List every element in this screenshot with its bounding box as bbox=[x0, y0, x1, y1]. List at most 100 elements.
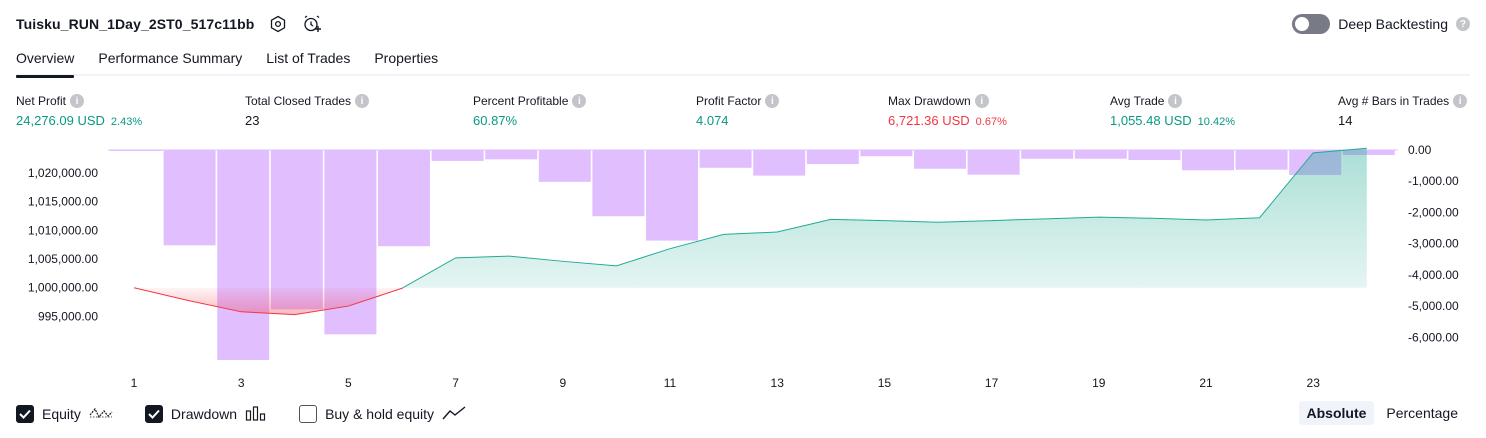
drawdown-bar bbox=[538, 150, 591, 182]
equity-area bbox=[133, 147, 1367, 316]
legend-equity[interactable]: Equity bbox=[16, 405, 113, 424]
drawdown-bar bbox=[753, 150, 806, 176]
deep-backtesting: Deep Backtesting ? bbox=[1292, 12, 1470, 36]
drawdown-bar bbox=[163, 150, 216, 246]
deep-backtesting-label: Deep Backtesting bbox=[1338, 16, 1448, 32]
info-icon[interactable]: i bbox=[1168, 94, 1183, 108]
stat-value: 24,276.09 USD bbox=[16, 113, 105, 128]
drawdown-bar bbox=[1342, 150, 1395, 155]
tab-list-of-trades[interactable]: List of Trades bbox=[266, 50, 351, 66]
stats-bar: Net Profit i 24,276.09 USD 2.43% Total Clo… bbox=[16, 93, 1470, 129]
left-axis-tick: 1,015,000.00 bbox=[28, 195, 98, 209]
drawdown-bar bbox=[1182, 150, 1234, 171]
equity-loss-line bbox=[133, 287, 404, 316]
stat-net-profit: Net Profit i 24,276.09 USD 2.43% bbox=[16, 93, 142, 128]
stat-label: Max Drawdown bbox=[888, 94, 971, 108]
view-mode-toggle: Absolute Percentage bbox=[1298, 401, 1467, 425]
alarm-plus-icon[interactable] bbox=[302, 14, 322, 34]
drawdown-bar bbox=[1074, 150, 1127, 159]
drawdown-bar bbox=[270, 150, 323, 310]
stat-value: 4.074 bbox=[696, 113, 729, 128]
x-axis-tick: 5 bbox=[345, 376, 352, 390]
strategy-name: Tuisku_RUN_1Day_2ST0_517c11bb bbox=[16, 16, 255, 32]
drawdown-bar bbox=[1021, 150, 1074, 159]
left-axis-tick: 1,010,000.00 bbox=[28, 223, 98, 237]
stat-avg-bars: Avg # Bars in Trades i 14 bbox=[1338, 93, 1468, 128]
info-icon[interactable]: i bbox=[355, 94, 370, 108]
right-axis-tick: -3,000.00 bbox=[1408, 237, 1459, 251]
percentage-button[interactable]: Percentage bbox=[1386, 405, 1458, 421]
right-axis-tick: -5,000.00 bbox=[1408, 299, 1459, 313]
drawdown-bar bbox=[806, 150, 859, 165]
x-axis-tick: 11 bbox=[664, 376, 677, 390]
buy-hold-checkbox[interactable] bbox=[299, 405, 318, 423]
info-icon[interactable]: i bbox=[765, 94, 780, 108]
help-icon[interactable]: ? bbox=[1456, 17, 1470, 31]
info-icon[interactable]: i bbox=[70, 94, 85, 108]
drawdown-bar bbox=[1128, 150, 1181, 160]
buy-hold-label: Buy & hold equity bbox=[325, 406, 435, 422]
stat-value: 6,721.36 USD bbox=[888, 113, 970, 128]
drawdown-label: Drawdown bbox=[170, 406, 238, 422]
x-axis: 1 3 5 7 9 11 13 15 17 19 21 23 bbox=[131, 376, 1321, 390]
drawdown-bar bbox=[646, 150, 698, 241]
drawdown-bar bbox=[967, 150, 1020, 175]
equity-checkbox[interactable] bbox=[16, 405, 34, 423]
equity-drawdown-chart[interactable]: 1,020,000.00 1,015,000.00 1,010,000.00 1,00… bbox=[0, 140, 1486, 395]
stat-percent: 0.67% bbox=[975, 116, 1007, 128]
drawdown-bar bbox=[485, 150, 538, 160]
tab-properties[interactable]: Properties bbox=[374, 50, 439, 66]
stat-profit-factor: Profit Factor i 4.074 bbox=[696, 93, 780, 128]
absolute-button[interactable]: Absolute bbox=[1298, 401, 1375, 425]
x-axis-tick: 17 bbox=[985, 376, 999, 390]
x-axis-tick: 23 bbox=[1307, 376, 1321, 390]
equity-label: Equity bbox=[42, 406, 81, 422]
drawdown-bar bbox=[592, 150, 645, 217]
tab-overview[interactable]: Overview bbox=[16, 44, 75, 78]
stat-percent-profitable: Percent Profitable i 60.87% bbox=[473, 93, 587, 128]
drawdown-bar bbox=[378, 150, 430, 247]
tab-performance-summary[interactable]: Performance Summary bbox=[98, 50, 243, 66]
legend-buy-hold[interactable]: Buy & hold equity bbox=[299, 405, 466, 424]
stat-value: 1,055.48 USD bbox=[1110, 113, 1192, 128]
legend-drawdown[interactable]: Drawdown bbox=[144, 405, 267, 424]
drawdown-bar bbox=[699, 150, 752, 168]
x-axis-tick: 21 bbox=[1199, 376, 1213, 390]
right-axis: 0.00 -1,000.00 -2,000.00 -3,000.00 -4,000.00… bbox=[1408, 143, 1459, 344]
right-axis-tick: -4,000.00 bbox=[1408, 268, 1459, 282]
stat-value: 23 bbox=[245, 113, 260, 128]
x-axis-tick: 3 bbox=[238, 376, 245, 390]
info-icon[interactable]: i bbox=[572, 94, 587, 108]
drawdown-checkbox[interactable] bbox=[144, 405, 163, 423]
stat-avg-trade: Avg Trade i 1,055.48 USD 10.42% bbox=[1110, 93, 1235, 128]
left-axis-tick: 1,000,000.00 bbox=[28, 281, 98, 295]
x-axis-tick: 13 bbox=[771, 376, 785, 390]
info-icon[interactable]: i bbox=[1453, 94, 1468, 108]
gear-icon[interactable] bbox=[268, 14, 288, 34]
drawdown-bar bbox=[1235, 150, 1288, 170]
drawdown-bar bbox=[914, 150, 966, 169]
drawdown-bar bbox=[860, 150, 913, 157]
info-icon[interactable]: i bbox=[974, 94, 989, 108]
x-axis-tick: 1 bbox=[131, 376, 138, 390]
drawdown-bar bbox=[431, 150, 484, 161]
stat-label: Percent Profitable bbox=[473, 94, 569, 108]
stat-label: Total Closed Trades bbox=[245, 94, 352, 108]
stat-label: Net Profit bbox=[16, 94, 67, 108]
stat-max-drawdown: Max Drawdown i 6,721.36 USD 0.67% bbox=[888, 93, 1007, 128]
equity-line bbox=[402, 147, 1367, 289]
left-axis: 1,020,000.00 1,015,000.00 1,010,000.00 1,00… bbox=[28, 166, 98, 323]
equity-gain-fill bbox=[403, 148, 1367, 288]
stat-value: 60.87% bbox=[473, 113, 518, 128]
left-axis-tick: 1,005,000.00 bbox=[28, 252, 98, 266]
stat-percent: 2.43% bbox=[110, 116, 143, 128]
report-header: Tuisku_RUN_1Day_2ST0_517c11bb bbox=[16, 12, 322, 36]
bar-chart-icon bbox=[245, 405, 267, 424]
deep-backtesting-toggle[interactable] bbox=[1292, 14, 1331, 34]
equity-line-icon bbox=[89, 405, 113, 424]
stat-total-closed-trades: Total Closed Trades i 23 bbox=[245, 93, 370, 128]
left-axis-tick: 1,020,000.00 bbox=[28, 166, 98, 180]
stat-label: Avg # Bars in Trades bbox=[1338, 94, 1450, 108]
chart-legend: Equity Drawdown Buy & hold equity bbox=[16, 403, 466, 425]
x-axis-tick: 15 bbox=[878, 376, 892, 390]
